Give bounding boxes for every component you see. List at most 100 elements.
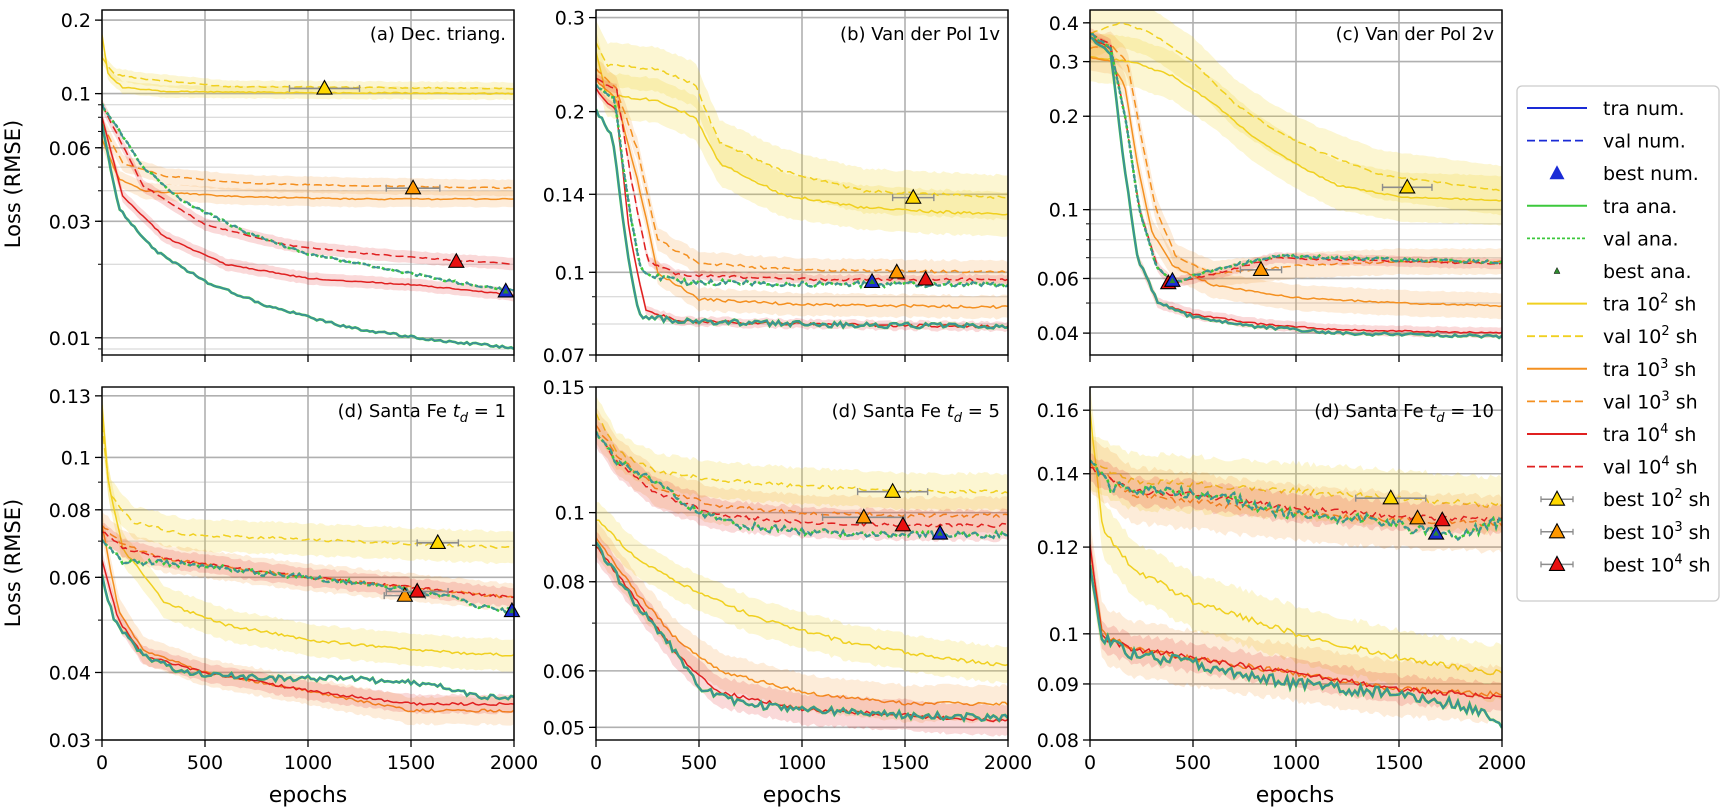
line-tra-sh2 bbox=[102, 34, 514, 95]
y-tick-label: 0.07 bbox=[543, 345, 585, 367]
band-tra-sh2 bbox=[596, 502, 1008, 684]
legend-entry: val 103 sh bbox=[1527, 389, 1698, 413]
best-marker-sh3 bbox=[1252, 260, 1270, 276]
legend: tra num. val num. best num. tra ana. val ana… bbox=[1516, 85, 1720, 602]
legend-entry: val 102 sh bbox=[1527, 324, 1698, 348]
band-tra-sh4 bbox=[102, 550, 514, 715]
best-marker-sh2 bbox=[884, 482, 902, 498]
legend-label: val 104 sh bbox=[1603, 455, 1698, 479]
legend-label: best 103 sh bbox=[1603, 520, 1711, 544]
line-tra-num bbox=[596, 541, 1008, 723]
band-val-sh3 bbox=[102, 116, 514, 197]
line-val-ana bbox=[102, 103, 514, 292]
plot-area bbox=[1090, 10, 1502, 340]
y-tick-label: 0.1 bbox=[555, 262, 585, 284]
x-tick-label: 1500 bbox=[387, 752, 435, 774]
y-tick-label: 0.08 bbox=[543, 572, 585, 594]
line-val-num bbox=[1090, 33, 1502, 284]
y-tick-label: 0.4 bbox=[1049, 13, 1079, 35]
series-sh3 bbox=[596, 407, 1008, 724]
series-num bbox=[102, 103, 514, 351]
series-sh2 bbox=[596, 395, 1008, 684]
legend-entry: val 104 sh bbox=[1527, 455, 1698, 479]
y-tick-label: 0.15 bbox=[543, 377, 585, 399]
y-tick-label: 0.1 bbox=[61, 447, 91, 469]
band-val-sh3 bbox=[1090, 434, 1502, 554]
legend-entry: val num. bbox=[1527, 131, 1686, 153]
legend-entry: best 104 sh bbox=[1540, 552, 1711, 576]
legend-swatch bbox=[1548, 555, 1566, 571]
band-val-sh3 bbox=[596, 407, 1008, 536]
x-tick-label: 1500 bbox=[881, 752, 929, 774]
line-val-sh4 bbox=[596, 77, 1008, 282]
plot-area bbox=[102, 28, 514, 351]
band-val-sh4 bbox=[102, 99, 514, 271]
legend-label: best num. bbox=[1603, 163, 1699, 185]
y-tick-label: 0.1 bbox=[61, 84, 91, 106]
line-tra-sh3 bbox=[596, 537, 1008, 706]
y-tick-label: 0.05 bbox=[543, 717, 585, 739]
band-tra-sh4 bbox=[102, 110, 514, 302]
band-val-sh3 bbox=[596, 57, 1008, 285]
legend-entry: tra num. bbox=[1527, 98, 1685, 120]
best-markers bbox=[383, 533, 521, 618]
panel-d1: 0.03 0.04 0.06 0.08 0.1 0.13 0 500 1000 1500 2000 (… bbox=[49, 386, 538, 774]
series-sh2 bbox=[1090, 10, 1502, 226]
legend-frame bbox=[1516, 85, 1720, 602]
x-axis-label-left: epochs bbox=[269, 783, 347, 808]
line-val-sh3 bbox=[596, 67, 1008, 275]
x-tick-label: 1000 bbox=[284, 752, 332, 774]
y-tick-label: 0.13 bbox=[49, 386, 91, 408]
line-tra-sh4 bbox=[102, 559, 514, 706]
line-tra-sh4 bbox=[102, 116, 514, 297]
legend-swatch bbox=[1549, 165, 1565, 180]
plot-area bbox=[102, 389, 514, 726]
y-tick-label: 0.3 bbox=[1049, 52, 1079, 74]
legend-label: best 104 sh bbox=[1603, 552, 1711, 576]
legend-label: tra 104 sh bbox=[1603, 422, 1696, 446]
band-tra-sh3 bbox=[1090, 519, 1502, 724]
band-val-sh2 bbox=[1090, 10, 1502, 216]
best-marker-sh2 bbox=[904, 188, 922, 204]
panel-b: 0.07 0.1 0.14 0.2 0.3 (b) Van der Pol 1v bbox=[543, 8, 1009, 367]
series-sh2 bbox=[1090, 387, 1502, 703]
panel-title: (d) Santa Fe td = 1 bbox=[338, 401, 506, 426]
best-markers bbox=[1159, 178, 1433, 290]
line-val-sh3 bbox=[596, 424, 1008, 519]
line-val-num bbox=[102, 539, 514, 614]
legend-swatch bbox=[1548, 490, 1566, 506]
band-val-sh4 bbox=[1090, 453, 1502, 537]
x-tick-label: 500 bbox=[187, 752, 223, 774]
x-tick-label: 2000 bbox=[490, 752, 538, 774]
y-tick-label: 0.09 bbox=[1037, 674, 1079, 696]
line-val-sh3 bbox=[1090, 43, 1502, 275]
y-tick-label: 0.08 bbox=[49, 500, 91, 522]
band-val-sh2 bbox=[1090, 433, 1502, 535]
line-val-sh2 bbox=[1090, 21, 1502, 192]
best-marker-sh2 bbox=[316, 79, 333, 95]
band-val-sh4 bbox=[102, 523, 514, 607]
legend-entry: tra 102 sh bbox=[1527, 292, 1696, 316]
band-tra-sh2 bbox=[596, 29, 1008, 237]
best-marker-sh3 bbox=[855, 508, 873, 524]
best-markers bbox=[821, 482, 949, 540]
panel-title: (a) Dec. triang. bbox=[370, 24, 506, 45]
band-tra-sh3 bbox=[1090, 44, 1502, 320]
line-val-num bbox=[596, 84, 1008, 289]
legend-label: best 102 sh bbox=[1603, 487, 1711, 511]
legend-entry: tra ana. bbox=[1527, 196, 1677, 218]
band-tra-sh2 bbox=[1090, 387, 1502, 703]
x-tick-label: 1500 bbox=[1375, 752, 1423, 774]
y-tick-label: 0.2 bbox=[1049, 106, 1079, 128]
line-tra-sh2 bbox=[102, 404, 514, 657]
band-val-sh2 bbox=[596, 20, 1008, 221]
x-tick-label: 2000 bbox=[1478, 752, 1526, 774]
line-tra-sh2 bbox=[1090, 409, 1502, 676]
line-val-sh3 bbox=[1090, 461, 1502, 527]
x-axis-label-right: epochs bbox=[1256, 783, 1334, 808]
line-val-num bbox=[102, 103, 514, 292]
line-tra-sh2 bbox=[1090, 55, 1502, 202]
series-sh2 bbox=[102, 389, 514, 672]
series-sh4 bbox=[102, 99, 514, 302]
